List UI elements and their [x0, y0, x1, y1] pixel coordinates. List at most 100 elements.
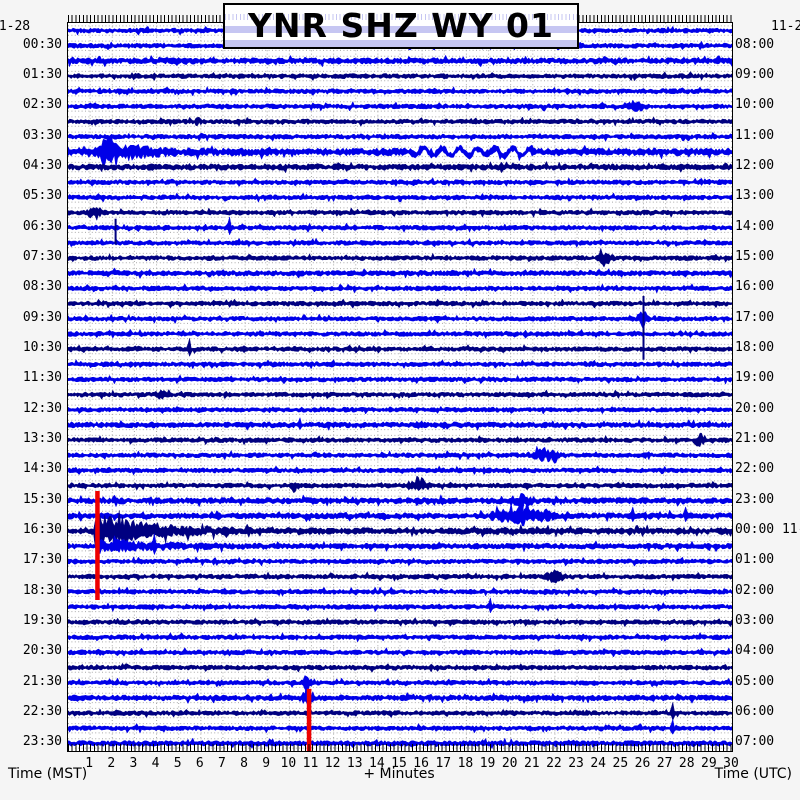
seismic-trace-row-28 — [68, 445, 732, 464]
time-label-utc: 11:00 — [735, 127, 775, 143]
time-label-utc: 10:00 — [735, 97, 775, 113]
seismic-trace-row-34 — [68, 533, 732, 556]
seismic-trace-row-23 — [68, 374, 732, 385]
time-label-utc: 23:00 — [735, 491, 775, 507]
time-label-mst: 04:30 — [22, 158, 62, 174]
minute-label: 21 — [523, 756, 540, 771]
time-label-utc: 17:00 — [735, 309, 775, 325]
seismic-trace-row-15 — [68, 247, 732, 268]
time-label-mst: 08:30 — [22, 279, 62, 295]
seismic-trace-row-26 — [68, 416, 732, 432]
time-label-utc: 12:00 — [735, 158, 775, 174]
minute-label: 11 — [302, 756, 319, 771]
seismic-trace-row-10 — [68, 177, 732, 187]
time-label-mst: 14:30 — [22, 461, 62, 477]
seismic-trace-row-43 — [68, 675, 732, 692]
seismic-trace-row-6 — [68, 116, 732, 127]
helicorder-plot-area — [67, 22, 733, 752]
minute-label: 5 — [173, 756, 182, 771]
seismic-trace-row-45 — [68, 702, 732, 721]
bottom-tick-comb — [68, 744, 732, 751]
large-spike-line — [642, 296, 645, 360]
time-label-mst: 12:30 — [22, 400, 62, 416]
axis-title-utc: Time (UTC) — [714, 766, 792, 782]
minute-label: 16 — [413, 756, 429, 771]
seismic-trace-row-24 — [68, 388, 732, 400]
station-title: YNR SHZ WY 01 — [248, 6, 554, 45]
helicorder-traces-svg — [68, 23, 732, 751]
seismic-trace-row-2 — [68, 54, 732, 68]
seismic-trace-row-27 — [68, 432, 732, 448]
minute-label: 6 — [195, 756, 204, 771]
seismic-trace-row-16 — [68, 267, 732, 280]
time-label-utc: 07:00 — [735, 734, 775, 750]
time-label-utc: 22:00 — [735, 461, 775, 477]
minute-label: 23 — [568, 756, 584, 771]
seismic-trace-row-22 — [68, 359, 732, 370]
time-label-utc: 06:00 — [735, 704, 775, 720]
time-label-utc: 13:00 — [735, 188, 775, 204]
minute-label: 10 — [280, 756, 297, 771]
seismic-trace-row-7 — [68, 131, 732, 142]
seismic-trace-row-4 — [68, 86, 732, 97]
minute-label: 25 — [612, 756, 629, 771]
minute-label: 13 — [346, 756, 363, 771]
minute-label: 22 — [546, 756, 562, 771]
seismic-trace-row-14 — [68, 237, 732, 248]
time-label-utc: 02:00 — [735, 582, 775, 598]
minute-label: 3 — [129, 756, 138, 771]
minute-label: 20 — [501, 756, 518, 771]
time-label-utc: 15:00 — [735, 249, 775, 265]
seismic-trace-row-44 — [68, 683, 732, 708]
seismic-trace-row-8 — [68, 135, 732, 169]
minute-label: 4 — [151, 756, 160, 771]
minute-label: 19 — [479, 756, 496, 771]
time-label-mst: 16:30 — [22, 522, 62, 538]
seismic-trace-row-37 — [68, 586, 732, 597]
axis-title-mst: Time (MST) — [8, 766, 88, 782]
time-label-utc: 03:00 — [735, 613, 775, 629]
date-label-left: 11-28 — [0, 19, 31, 34]
time-label-mst: 03:30 — [22, 127, 62, 143]
time-label-mst: 02:30 — [22, 97, 62, 113]
seismic-trace-row-12 — [68, 206, 732, 222]
axis-title-minutes: + Minutes — [363, 766, 435, 782]
seismic-trace-row-35 — [68, 556, 732, 567]
seismic-trace-row-20 — [68, 328, 732, 339]
time-label-mst: 23:30 — [22, 734, 62, 750]
seismic-trace-row-21 — [68, 338, 732, 357]
time-label-utc: 14:00 — [735, 218, 775, 234]
time-label-mst: 09:30 — [22, 309, 62, 325]
minute-label: 8 — [240, 756, 248, 771]
seismic-trace-row-42 — [68, 662, 732, 673]
red-event-marker — [95, 491, 100, 600]
time-label-mst: 10:30 — [22, 340, 62, 356]
minute-label: 12 — [324, 756, 341, 771]
lavender-trace-strip — [225, 40, 577, 47]
minute-label: 2 — [107, 756, 116, 771]
minute-label: 26 — [634, 756, 651, 771]
seismic-trace-row-46 — [68, 719, 732, 735]
title-box: YNR SHZ WY 01 — [223, 3, 579, 49]
time-label-mst: 17:30 — [22, 552, 62, 568]
minute-label: 28 — [678, 756, 695, 771]
minute-label: 14 — [369, 756, 385, 771]
time-label-mst: 11:30 — [22, 370, 62, 386]
time-label-mst: 06:30 — [22, 218, 62, 234]
lavender-tick-comb — [225, 14, 577, 20]
time-label-utc: 19:00 — [735, 370, 775, 386]
seismic-trace-row-3 — [68, 71, 732, 82]
seismic-trace-row-19 — [68, 311, 732, 328]
seismic-trace-row-11 — [68, 192, 732, 203]
time-label-utc: 09:00 — [735, 67, 775, 83]
time-label-utc: 21:00 — [735, 431, 775, 447]
date-label-right: 11-28 — [771, 19, 800, 34]
minute-label: 1 — [85, 756, 94, 771]
seismic-trace-row-40 — [68, 632, 732, 643]
time-label-mst: 01:30 — [22, 67, 62, 83]
time-label-mst: 05:30 — [22, 188, 62, 204]
seismic-trace-row-39 — [68, 617, 732, 628]
seismic-trace-row-18 — [68, 298, 732, 309]
time-label-mst: 00:30 — [22, 36, 62, 52]
seismic-trace-row-29 — [68, 465, 732, 476]
